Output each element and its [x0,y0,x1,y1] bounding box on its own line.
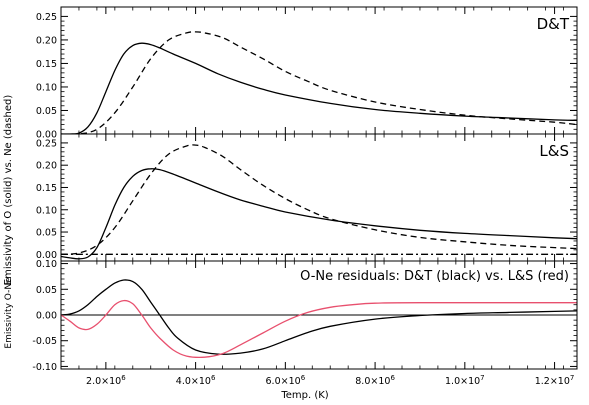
y-tick-label: 0.05 [36,106,57,117]
panels-group: 0.000.050.100.150.200.25 D&T0.000.050.100… [32,6,578,387]
x-tick-label: 4.0×106 [176,374,216,387]
y-axis-title-main: Emissivity of O (solid) vs. Ne (dashed) [3,95,14,286]
y-tick-label: 0.00 [36,130,57,141]
x-tick-label: 2.0×106 [86,374,126,387]
series-dashed-black [61,144,577,255]
series-solid-red [61,299,577,359]
x-tick-label: 1.0×107 [445,374,485,387]
y-tick-label: 0.05 [36,285,57,296]
y-axis-title-residuals: Emissivity O-Ne [4,277,14,349]
y-tick-label: 0.10 [36,205,57,216]
y-tick-label: 0.15 [36,59,57,70]
series-dashed-black [61,31,577,134]
panel-bottom: -0.10 -0.05 0.00 0.05 0.10 O-Ne residuals: D&… [32,259,578,373]
y-tick-label: 0.15 [36,183,57,194]
y-tick-label: -0.10 [32,362,57,373]
y-tick-label: 0.00 [36,250,57,261]
panel-frame [60,260,578,370]
y-tick-label: 0.20 [36,161,57,172]
series-solid-black [61,42,577,134]
panel-annotation: O-Ne residuals: D&T (black) vs. L&S (red… [300,269,569,284]
panel-top: 0.00 0.05 0.10 0.15 0.20 0.25 D&T [36,6,578,141]
panel-annotation: D&T [537,15,570,33]
series-solid-black [61,279,577,355]
y-tick-label: 0.25 [36,12,57,23]
y-tick-label: 0.10 [36,82,57,93]
y-tick-label: 0.10 [36,259,57,270]
x-tick-label: 8.0×106 [355,374,395,387]
panel-annotation: L&S [539,142,569,160]
y-tick-label: 0.00 [36,311,57,322]
series-solid-black [61,168,577,260]
x-axis-title: Temp. (K) [280,390,328,401]
x-tick-label: 1.2×107 [535,374,575,387]
y-tick-label: 0.20 [36,35,57,46]
y-tick-label: -0.05 [32,336,57,347]
y-tick-label: 0.25 [36,138,57,149]
y-tick-label: 0.05 [36,228,57,239]
panel-middle: 0.00 0.05 0.10 0.15 0.20 0.25 L&S [36,133,578,262]
x-tick-label: 6.0×106 [266,374,306,387]
